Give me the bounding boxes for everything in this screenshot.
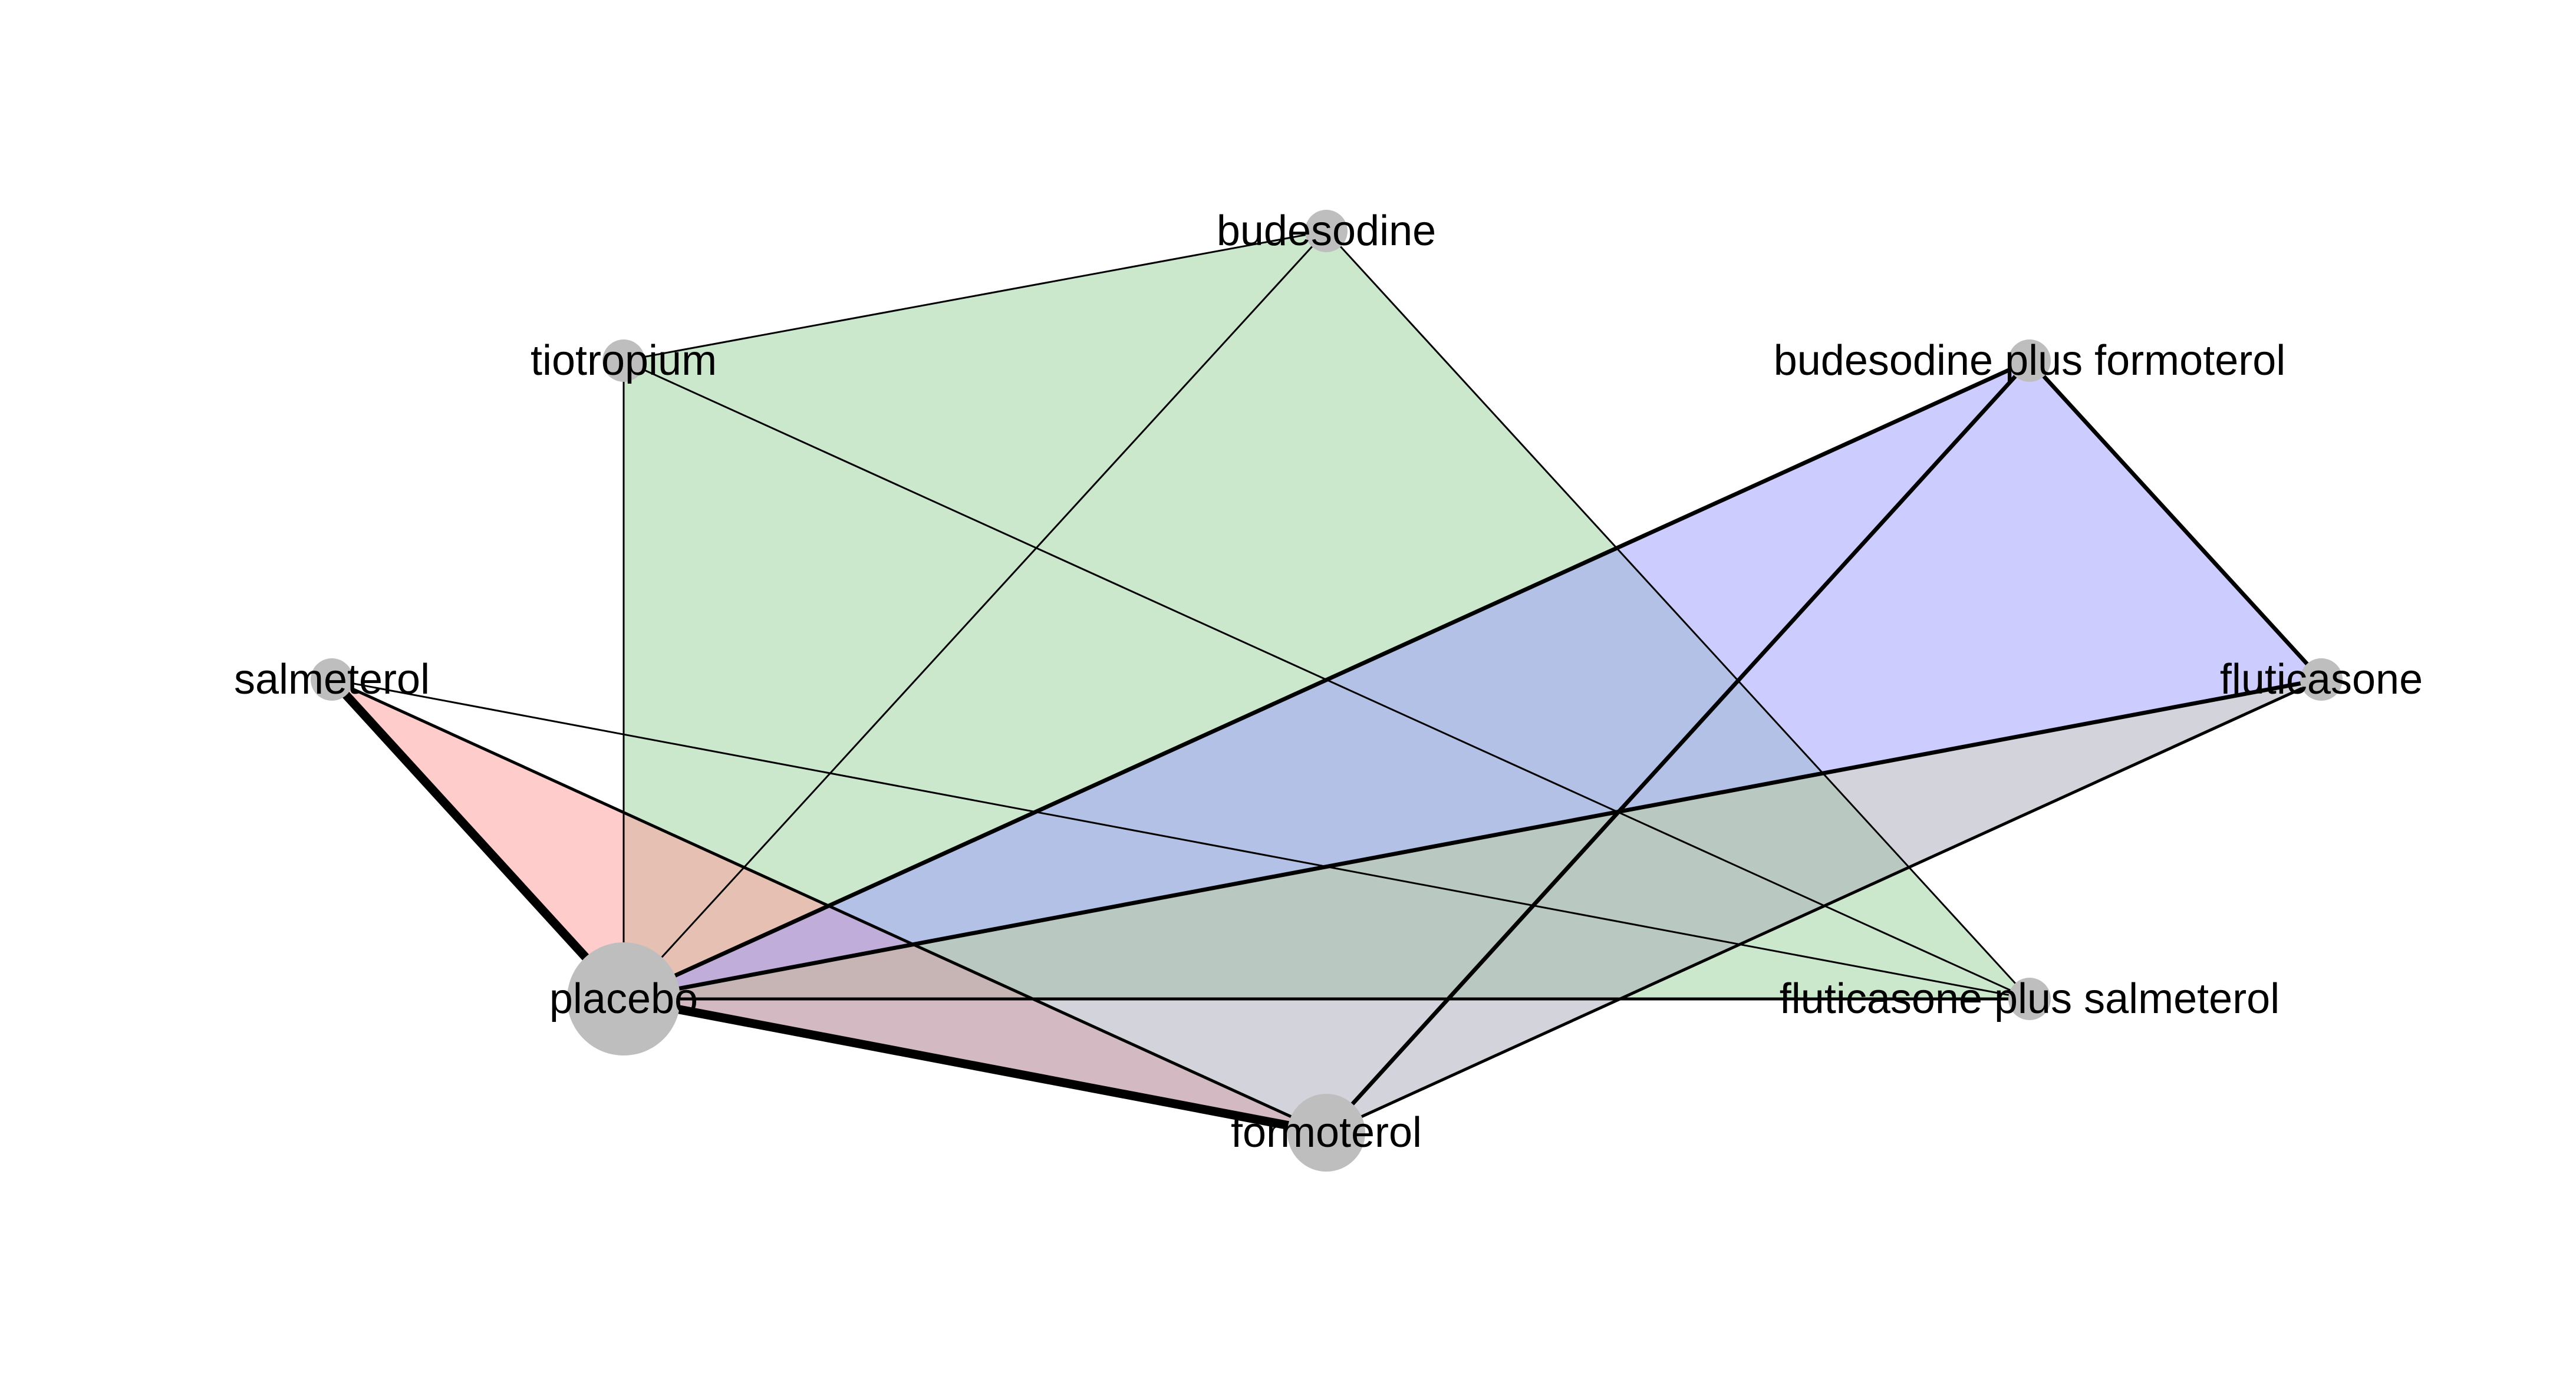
node-tiotropium xyxy=(602,339,645,382)
multi-arm-region-4 xyxy=(624,679,2321,1133)
multi-arm-region-3 xyxy=(624,361,2321,999)
edges xyxy=(327,230,2324,1137)
node-placebo xyxy=(567,942,680,1055)
edge-salmeterol-formoterol xyxy=(330,678,1328,1134)
node-budesodine xyxy=(1305,210,1348,252)
node-label-budesodine-plus-formoterol: budesodine plus formoterol xyxy=(1774,337,2286,384)
nodes xyxy=(311,210,2343,1172)
node-label-fluticasone-plus-salmeterol: fluticasone plus salmeterol xyxy=(1780,975,2279,1022)
node-labels: budesodine tiotropium budesodine plus form… xyxy=(234,207,2423,1156)
edge-tiotropium-budesodine xyxy=(622,230,1327,362)
edge-placebo-formoterol xyxy=(619,994,1331,1137)
node-budesodine-plus-formoterol xyxy=(2008,339,2051,382)
edge-placebo-fluticasone xyxy=(621,677,2324,1001)
node-formoterol xyxy=(1287,1094,1365,1172)
edge-budesodine_plus_formoterol-formoterol xyxy=(1324,358,2032,1135)
node-label-budesodine: budesodine xyxy=(1217,207,1436,255)
edge-tiotropium-fluticasone_plus_salmeterol xyxy=(622,359,2031,1000)
node-label-formoterol: formoterol xyxy=(1231,1109,1422,1156)
node-label-tiotropium: tiotropium xyxy=(531,337,717,384)
edge-budesodine_plus_formoterol-fluticasone xyxy=(2027,358,2324,682)
node-label-fluticasone: fluticasone xyxy=(2220,656,2423,703)
edge-budesodine-fluticasone_plus_salmeterol xyxy=(1325,230,2031,1000)
node-fluticasone xyxy=(2300,658,2343,701)
node-label-placebo: placebo xyxy=(549,975,698,1022)
node-label-salmeterol: salmeterol xyxy=(234,656,430,703)
node-salmeterol xyxy=(311,658,353,701)
edge-budesodine-placebo xyxy=(622,230,1327,1000)
node-fluticasone-plus-salmeterol xyxy=(2008,978,2051,1020)
edge-salmeterol-fluticasone_plus_salmeterol xyxy=(331,678,2031,1000)
edge-salmeterol-placebo xyxy=(327,675,628,1004)
